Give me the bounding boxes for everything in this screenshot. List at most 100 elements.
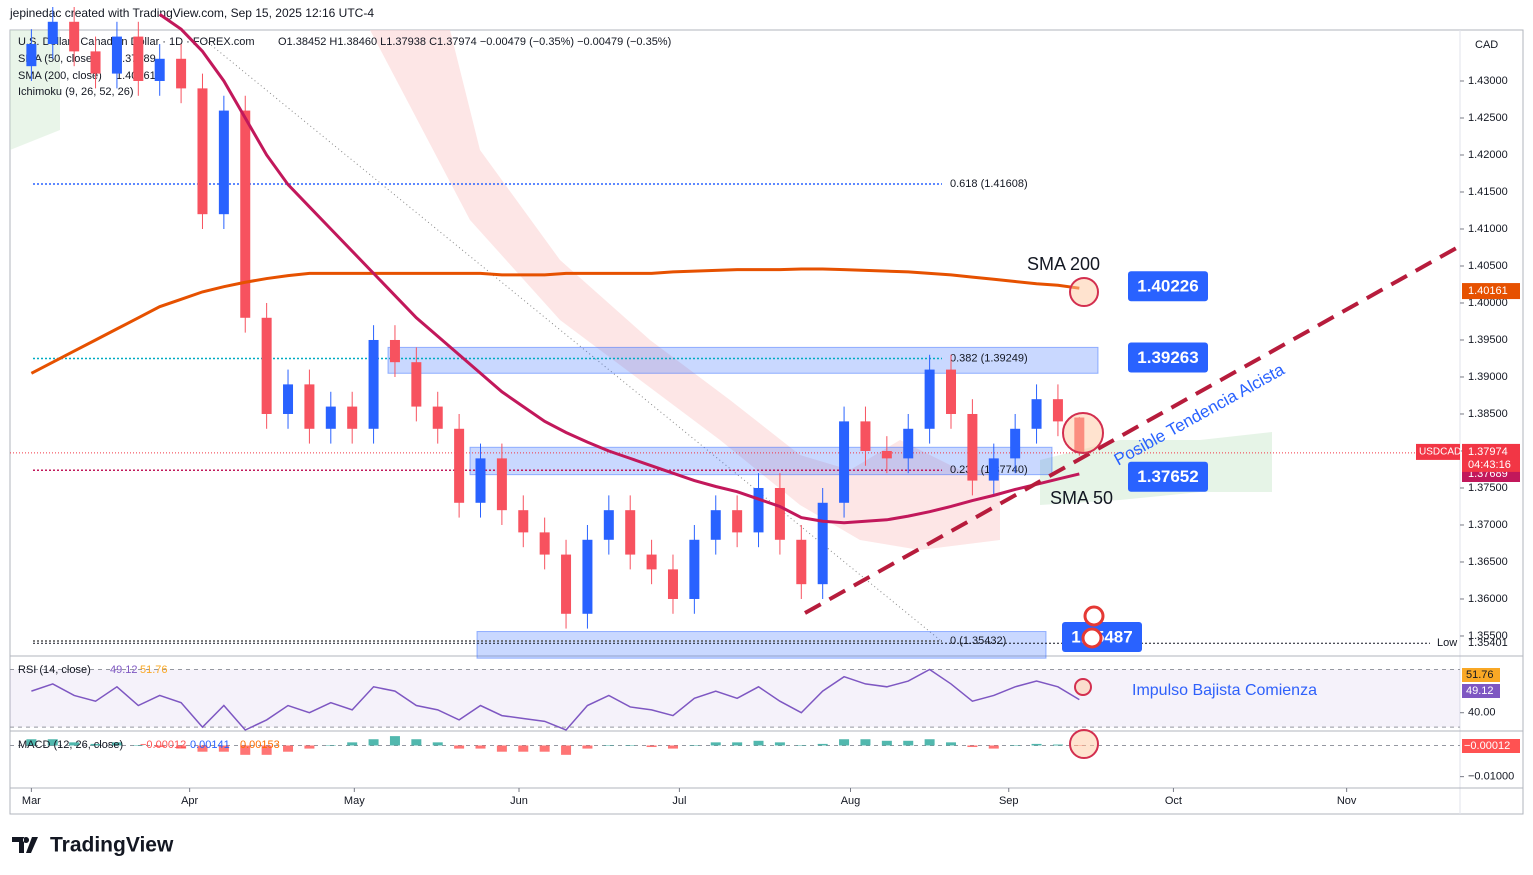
x-tick-label: Apr [181, 795, 198, 807]
x-tick-label: Jun [510, 795, 528, 807]
fib-label: 0.382 (1.39249) [950, 352, 1028, 364]
macd-bar [603, 745, 614, 746]
macd-bar [304, 745, 315, 749]
rsi-tag [1462, 668, 1500, 682]
macd-bar [689, 745, 700, 746]
macd-bar [774, 742, 785, 746]
symbol-tag [1416, 443, 1460, 460]
candle-body [582, 539, 593, 614]
low-label: Low [1437, 637, 1457, 649]
last-price-label: 1.37974 [1468, 446, 1508, 458]
y-tick-label: 1.35500 [1468, 630, 1508, 642]
candle-body [860, 421, 871, 451]
sma200-line [30, 267, 1080, 375]
macd-bar [47, 739, 58, 746]
highlight-circle [1074, 678, 1092, 696]
candle-body [154, 58, 165, 81]
candle-body [218, 110, 229, 215]
macd-tag-label: −0.00012 [1464, 740, 1510, 752]
macd-bar [903, 740, 914, 746]
logo-mark [12, 837, 38, 853]
macd-bar [667, 745, 678, 749]
annotation: Impulso Bajista Comienza [1132, 682, 1317, 699]
y-tick-label: 1.38500 [1468, 408, 1508, 420]
macd-bar [646, 745, 657, 748]
currency-label: CAD [1475, 39, 1498, 51]
candle-body [389, 339, 400, 363]
macd-bar [753, 740, 764, 746]
candle-body [240, 110, 251, 318]
macd-bar [988, 745, 999, 749]
event-icon[interactable] [1083, 605, 1105, 627]
x-tick-label: Nov [1337, 795, 1357, 807]
y-tick-label: 1.36500 [1468, 556, 1508, 568]
macd-bar [496, 745, 507, 752]
y-tick-label: 1.37000 [1468, 519, 1508, 531]
y-tick-label: 1.40000 [1468, 297, 1508, 309]
legend-label: Ichimoku (9, 26, 52, 26) [18, 86, 134, 98]
callout-box [1128, 461, 1208, 492]
callout-label: 1.40226 [1137, 277, 1198, 296]
macd-value: 0.00141 [190, 739, 230, 751]
macd-bar [796, 745, 807, 746]
candle-body [411, 362, 422, 407]
macd-bar [710, 742, 721, 746]
y-tick-label: 1.42500 [1468, 112, 1508, 124]
x-tick-label: Sep [999, 795, 1019, 807]
candle-body [774, 487, 785, 540]
highlight-circle [1069, 729, 1099, 759]
candle-body [667, 569, 678, 599]
fib-label: 0 (1.35432) [950, 635, 1006, 647]
candle-body [903, 428, 914, 459]
candle-body [111, 36, 122, 74]
candle-body [561, 554, 572, 614]
low-value: 1.35401 [1468, 637, 1508, 649]
macd-bar [325, 745, 336, 746]
candle-body [261, 317, 272, 414]
highlight-circle [1069, 277, 1099, 307]
rsi-ma-value: 51.76 [140, 664, 168, 676]
x-tick-label: May [344, 795, 365, 807]
annotation: SMA 50 [1050, 488, 1113, 508]
y-tick-label: 1.40500 [1468, 260, 1508, 272]
brand-logo [12, 837, 38, 853]
macd-bar [261, 745, 272, 755]
callout-box [1128, 271, 1208, 302]
legend-ohlc: O1.38452 H1.38460 L1.37938 C1.37974 −0.0… [278, 36, 671, 48]
macd-bar [26, 739, 37, 746]
macd-bar [475, 745, 486, 749]
macd-bar [240, 745, 251, 755]
macd-bar [1031, 743, 1042, 746]
rsi-tag [1462, 684, 1500, 698]
ichimoku-cloud [370, 30, 1000, 550]
macd-title: MACD (12, 26, close) [18, 739, 123, 751]
candle-body [710, 510, 721, 540]
price-zone [476, 631, 1047, 659]
candle-body [603, 510, 614, 540]
sma50-line [158, 13, 1080, 525]
macd-bar [732, 742, 743, 746]
price-zone [387, 346, 1099, 374]
candle-body [26, 43, 37, 67]
macd-bar [154, 745, 165, 748]
trend-line [804, 244, 1461, 615]
candle-body [347, 406, 358, 429]
event-icon[interactable] [1081, 627, 1103, 649]
credit: jepinedac created with TradingView.com, … [9, 6, 374, 20]
candle-body [475, 458, 486, 503]
macd-bar [967, 745, 978, 748]
macd-value: −0.00012 [140, 739, 186, 751]
price-tag [1462, 283, 1520, 300]
last-price-tag [1462, 443, 1520, 472]
candle-body [69, 21, 80, 52]
candle-body [988, 458, 999, 481]
candle-body [518, 510, 529, 533]
candle-body [817, 502, 828, 585]
candle-body [946, 369, 957, 414]
macd-bar [283, 745, 294, 752]
y-tick-label: 1.36000 [1468, 593, 1508, 605]
legend-label: SMA (200, close) [18, 70, 102, 82]
legend-label: SMA (50, close) [18, 53, 96, 65]
candle-body [796, 539, 807, 585]
